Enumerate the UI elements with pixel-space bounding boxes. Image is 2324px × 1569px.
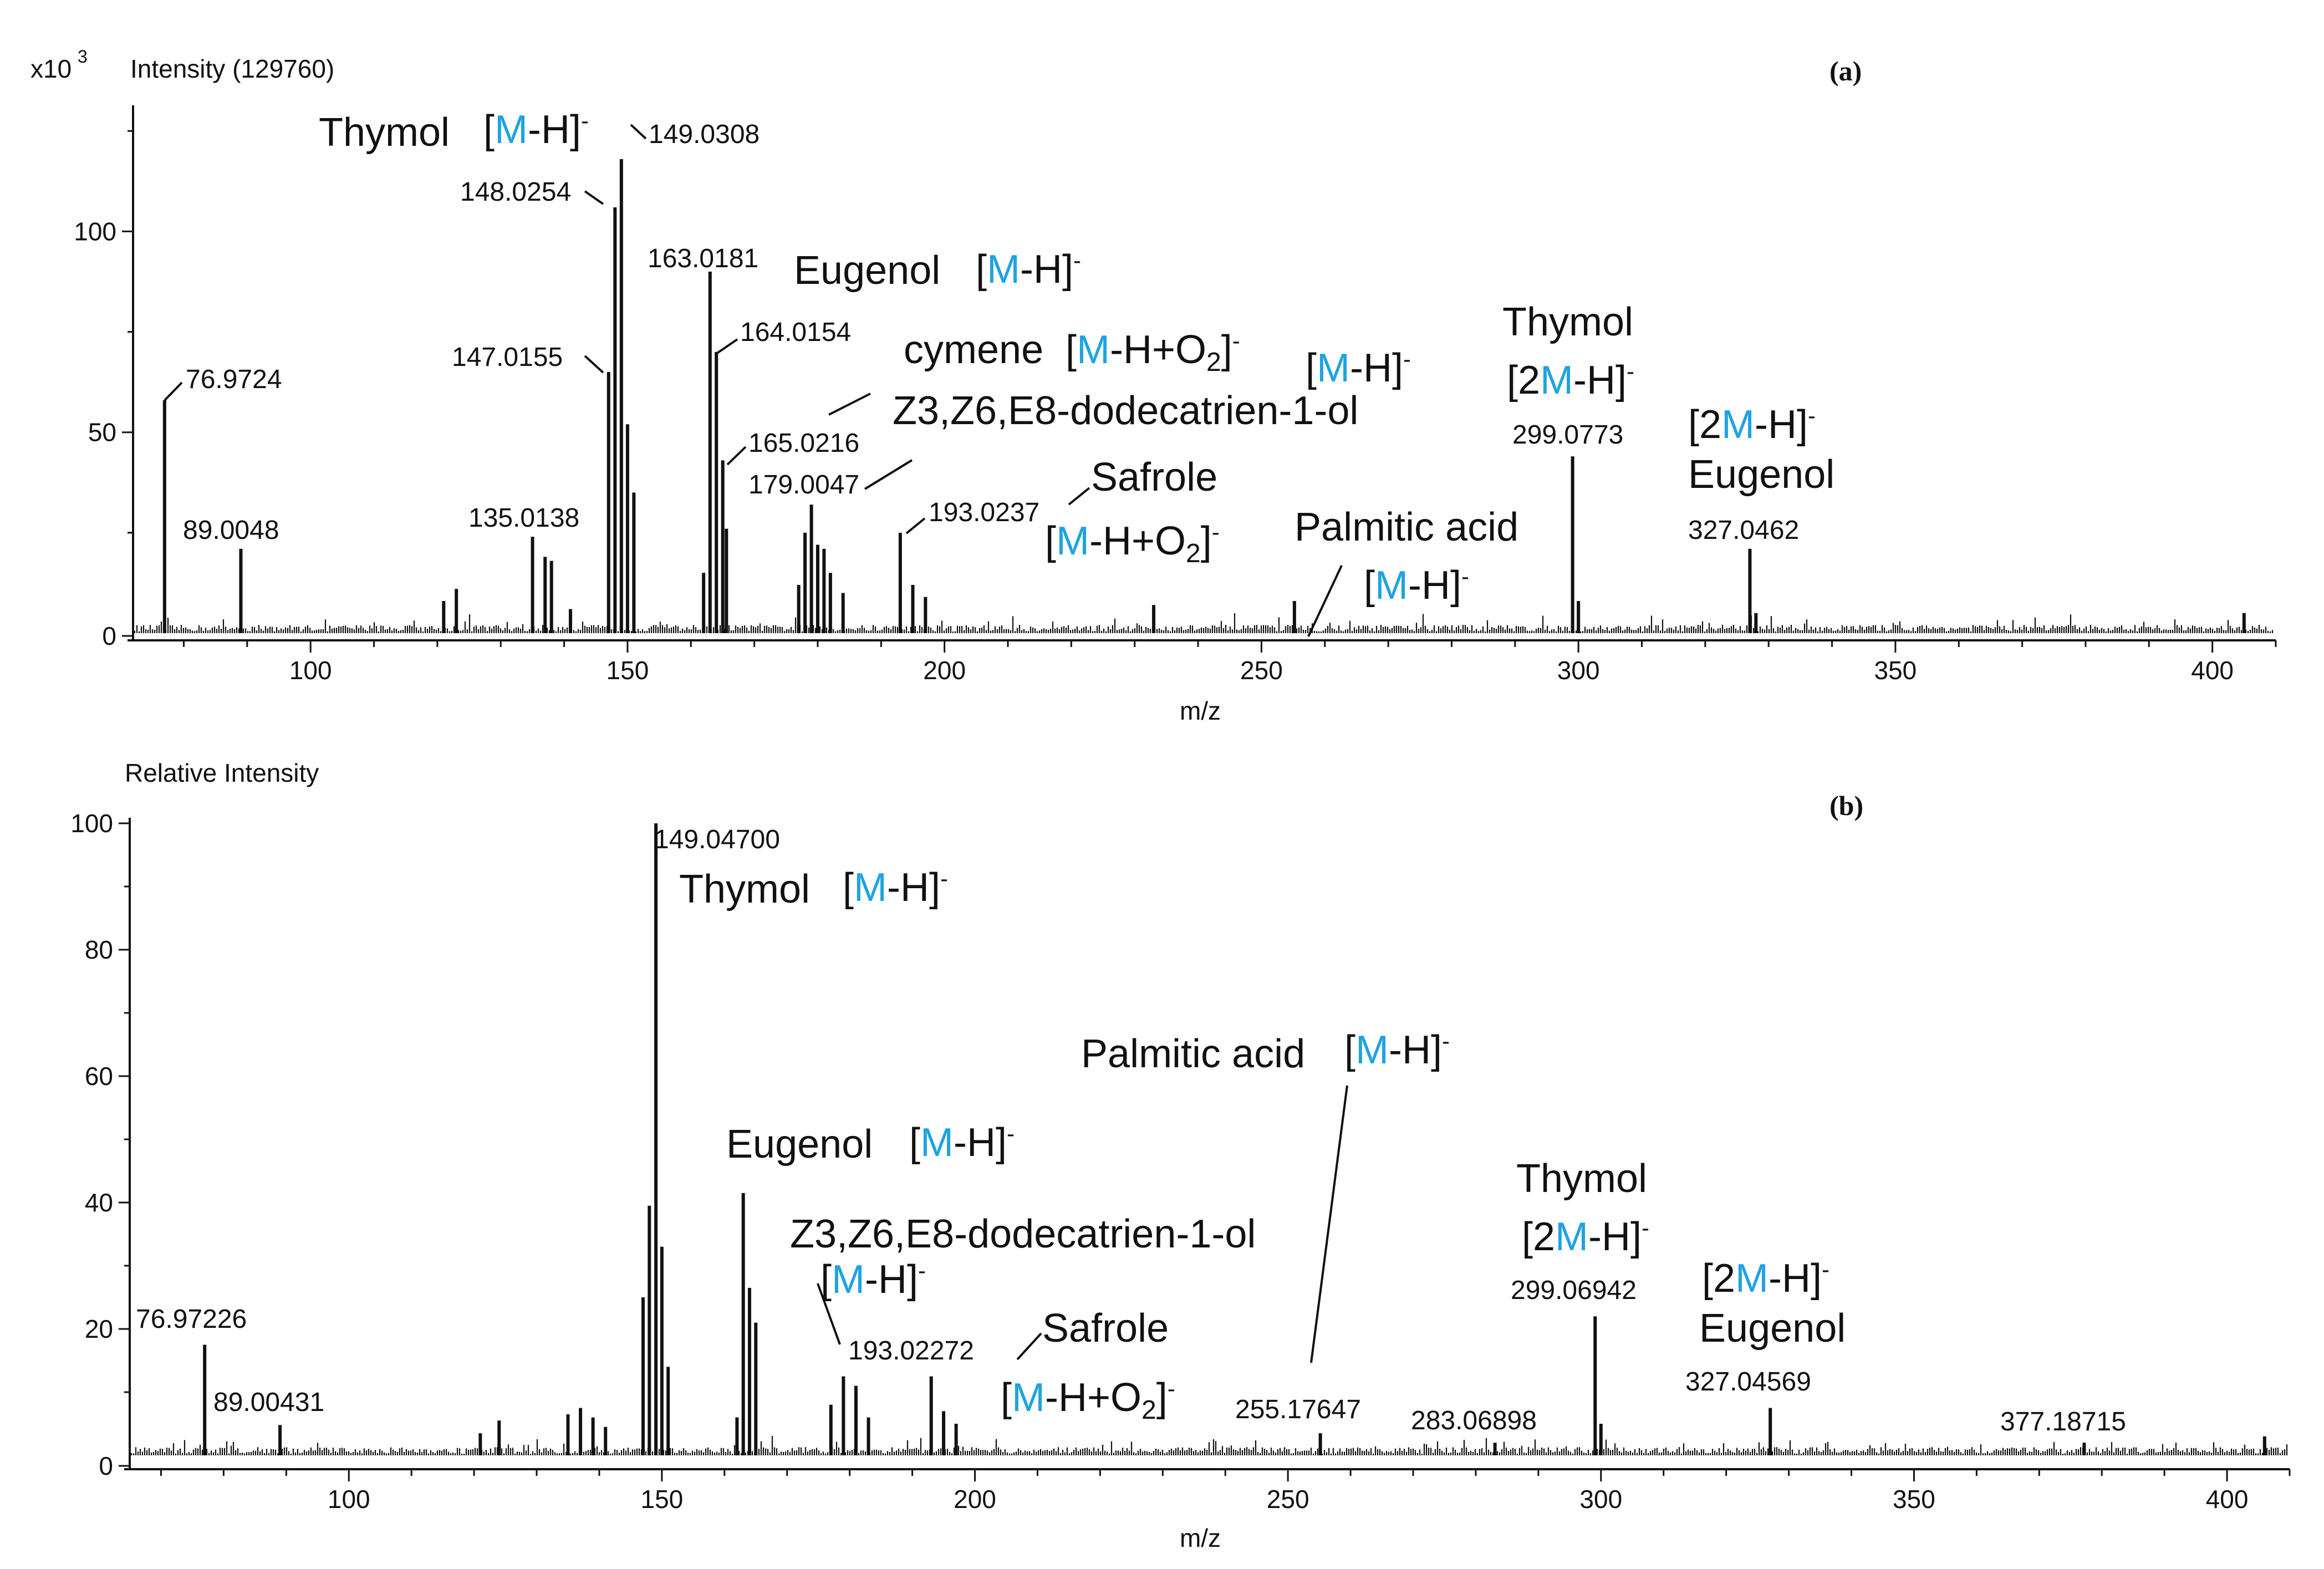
annotation-a-eugenol-dimer-ion: [2M-H]-: [1688, 403, 1816, 447]
panel-a-axes: 100 150 200 250 300 350 400 0 50 100: [74, 105, 2277, 685]
x-tick-label: 150: [641, 1485, 684, 1514]
x-tick-label: 200: [923, 656, 966, 685]
annotation-b-safrole-ion: [M-H+O2]-: [1001, 1376, 1175, 1425]
annotation-b-dodecatrienol-ion: [M-H]-: [820, 1257, 926, 1302]
panel-b-panel-label: (b): [1829, 790, 1863, 821]
peak-label-327-04569: 327.04569: [1685, 1367, 1811, 1397]
peak-label-377-18715: 377.18715: [2000, 1407, 2126, 1436]
peak-label-135-0138: 135.0138: [468, 503, 579, 533]
x-tick-label: 250: [1267, 1485, 1309, 1514]
peak-label-163-0181: 163.0181: [648, 244, 758, 273]
peak-label-179-0047: 179.0047: [748, 470, 859, 500]
peak-label-89-0048: 89.0048: [183, 516, 279, 545]
y-tick-label: 40: [85, 1188, 113, 1217]
peak-label-299-0773: 299.0773: [1512, 420, 1623, 450]
annotation-a-cymene-name: cymene: [904, 328, 1043, 372]
y-tick-label: 80: [85, 935, 113, 964]
panel-b-leader-lines: [817, 1085, 1348, 1363]
annotation-b-eugenol-ion: [M-H]-: [909, 1120, 1015, 1165]
y-tick-label: 100: [74, 217, 116, 246]
noise-trace: [130, 1436, 2288, 1455]
panel-a-scale-prefix: x10: [30, 54, 72, 83]
annotation-a-dodecatrienol-name: Z3,Z6,E8-dodecatrien-1-ol: [893, 389, 1358, 433]
x-tick-label: 350: [1893, 1485, 1935, 1514]
peak-label-165-0216: 165.0216: [748, 429, 859, 458]
annotation-a-palmitic-name: Palmitic acid: [1294, 505, 1518, 549]
peak-label-89-00431: 89.00431: [213, 1388, 324, 1417]
annotation-b-eugenol-dimer-ion: [2M-H]-: [1702, 1256, 1829, 1301]
panel-b-x-axis-label: m/z: [1180, 1524, 1221, 1552]
x-tick-label: 100: [328, 1485, 370, 1514]
panel-a-scale-exponent: 3: [78, 47, 88, 67]
panel-a-x-axis-label: m/z: [1180, 696, 1221, 725]
x-tick-label: 100: [289, 656, 332, 685]
annotation-a-dodecatrienol-ion: [M-H]-: [1306, 346, 1411, 390]
panel-b-peaks: [203, 823, 2266, 1455]
peak-label-193-02272: 193.02272: [848, 1336, 974, 1366]
peak-label-76-9724: 76.9724: [186, 365, 282, 394]
x-tick-label: 400: [2191, 656, 2234, 685]
x-tick-label: 400: [2206, 1485, 2249, 1514]
panel-a-panel-label: (a): [1829, 55, 1862, 86]
x-tick-label: 300: [1557, 656, 1600, 685]
panel-a-leader-lines: [164, 124, 1343, 637]
peak-label-149-0308: 149.0308: [649, 120, 760, 149]
peak-label-76-97226: 76.97226: [136, 1305, 247, 1334]
panel-a-spectrum: 100 150 200 250 300 350 400 0 50 100 x10 3 Intens…: [30, 47, 2277, 725]
peak-label-255-17647: 255.17647: [1235, 1395, 1361, 1424]
peak-label-193-0237: 193.0237: [929, 498, 1039, 527]
x-tick-label: 250: [1240, 656, 1283, 685]
annotation-b-palmitic-name: Palmitic acid: [1081, 1032, 1305, 1076]
annotation-a-palmitic-ion: [M-H]-: [1364, 563, 1469, 608]
annotation-b-safrole-name: Safrole: [1042, 1306, 1169, 1351]
peak-label-283-06898: 283.06898: [1411, 1406, 1537, 1435]
x-tick-label: 200: [954, 1485, 996, 1514]
y-tick-label: 50: [88, 418, 116, 447]
panel-a-y-axis-label: Intensity (129760): [130, 54, 334, 83]
annotation-b-dodecatrienol-name: Z3,Z6,E8-dodecatrien-1-ol: [790, 1212, 1256, 1256]
peak-label-327-0462: 327.0462: [1688, 516, 1799, 545]
annotation-a-safrole-name: Safrole: [1091, 455, 1217, 500]
annotation-b-eugenol-dimer-name: Eugenol: [1699, 1306, 1846, 1351]
x-tick-label: 150: [607, 656, 649, 685]
y-tick-label: 20: [85, 1315, 113, 1343]
annotation-a-cymene-ion: [M-H+O2]-: [1066, 328, 1240, 377]
peak-label-164-0154: 164.0154: [740, 318, 851, 347]
annotation-a-thymol-dimer-name: Thymol: [1502, 300, 1633, 344]
panel-b-y-axis-label: Relative Intensity: [125, 758, 319, 787]
annotation-a-eugenol-name: Eugenol: [794, 248, 940, 293]
x-tick-label: 300: [1579, 1485, 1622, 1514]
annotation-b-thymol-ion: [M-H]-: [843, 865, 948, 910]
peak-label-149-04700: 149.04700: [654, 825, 780, 854]
annotation-a-thymol-name: Thymol: [319, 110, 450, 155]
y-tick-label: 100: [70, 809, 113, 838]
panel-b-axes: 100 150 200 250 300 350 400 0 20 40 60 80 100: [70, 809, 2291, 1514]
annotation-b-thymol-name: Thymol: [679, 867, 810, 911]
y-tick-label: 0: [99, 1451, 113, 1480]
peak-label-299-06942: 299.06942: [1511, 1276, 1637, 1305]
annotation-b-eugenol-name: Eugenol: [726, 1122, 873, 1166]
annotation-b-palmitic-ion: [M-H]-: [1344, 1028, 1450, 1072]
panel-b-spectrum: 100 150 200 250 300 350 400 0 20 40 60 80 100 Relati…: [70, 758, 2291, 1552]
annotation-a-thymol-ion: [M-H]-: [483, 108, 589, 152]
y-tick-label: 0: [102, 622, 116, 650]
x-tick-label: 350: [1874, 656, 1917, 685]
annotation-b-thymol-dimer-ion: [2M-H]-: [1522, 1215, 1649, 1259]
panel-a-peaks: [162, 159, 2246, 633]
annotation-b-thymol-dimer-name: Thymol: [1516, 1157, 1647, 1201]
annotation-a-eugenol-dimer-name: Eugenol: [1688, 452, 1834, 497]
panel-b-noise-baseline: [130, 1436, 2288, 1455]
annotation-a-thymol-dimer-ion: [2M-H]-: [1507, 358, 1634, 403]
peak-label-147-0155: 147.0155: [452, 343, 563, 372]
y-tick-label: 60: [85, 1062, 113, 1091]
annotation-a-safrole-ion: [M-H+O2]-: [1045, 519, 1220, 568]
annotation-a-eugenol-ion: [M-H]-: [976, 247, 1081, 292]
peak-label-148-0254: 148.0254: [460, 177, 571, 207]
